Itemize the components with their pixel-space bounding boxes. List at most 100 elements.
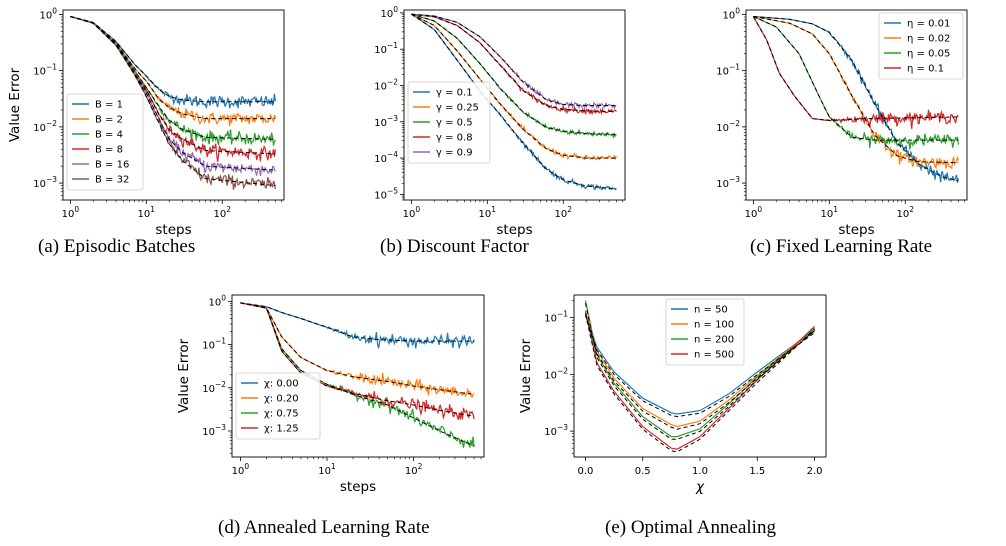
legend-label-c-3: η = 0.1 [907, 64, 944, 75]
series-line-e-2 [584, 300, 815, 438]
legend-label-a-1: B = 2 [95, 115, 123, 126]
x-axis-label-d: steps [340, 479, 376, 495]
legend-box-a [66, 93, 144, 191]
theory-line-d-1 [240, 302, 475, 395]
legend-a: B = 1 B = 2 B = 4 B = 8 B = 16 B = 32 [66, 93, 144, 191]
series-line-d-0 [240, 302, 475, 349]
y-tick-label-c-3: 100 [722, 6, 740, 21]
theory-line-b-3 [411, 13, 617, 113]
legend-label-a-4: B = 16 [95, 160, 129, 171]
y-tick-label-a-3: 100 [39, 6, 57, 21]
caption-a: (a) Episodic Batches [38, 236, 196, 257]
y-tick-label-d-0: 10−3 [202, 423, 226, 438]
chart-a: 100 101 102 10−3 10−2 10−1 100 steps Value Error… [7, 6, 285, 238]
x-tick-label-a-2: 102 [214, 205, 232, 220]
legend-label-d-2: χ: 0.75 [264, 409, 299, 420]
theory-line-a-2 [70, 16, 276, 140]
theory-line-d-0 [240, 302, 475, 342]
axes-frame-b [403, 9, 626, 201]
x-tick-label-a-1: 101 [138, 205, 156, 220]
x-tick-label-c-2: 102 [897, 205, 915, 220]
legend-b: γ = 0.1 γ = 0.25 γ = 0.5 γ = 0.8 γ = 0.9 [407, 81, 491, 164]
legend-box-d [235, 372, 321, 440]
y-tick-label-b-0: 10−5 [374, 186, 398, 201]
theory-line-b-2 [411, 13, 617, 135]
x-tick-label-e-0: 0.0 [578, 466, 594, 477]
x-axis-label-e: χ [695, 479, 705, 495]
axes-frame-d [231, 294, 485, 458]
y-tick-label-c-1: 10−2 [716, 119, 740, 134]
theory-line-a-4 [70, 16, 276, 171]
plot-area-e [584, 300, 815, 453]
legend-label-a-5: B = 32 [95, 175, 129, 186]
y-axis-label-e: Value Error [518, 338, 534, 413]
chart-e: 0.0 0.5 1.0 1.5 2.0 10−3 10−2 10−1 χ Value Error n… [518, 294, 827, 495]
legend-label-d-0: χ: 0.00 [264, 379, 299, 390]
x-axis-label-a: steps [155, 222, 191, 238]
legend-label-d-3: χ: 1.25 [264, 424, 299, 435]
x-tick-label-e-3: 1.5 [749, 466, 765, 477]
legend-label-b-2: γ = 0.5 [436, 118, 473, 129]
theory-line-a-0 [70, 16, 276, 103]
y-axis-label-d: Value Error [176, 338, 192, 413]
legend-c: η = 0.01 η = 0.02 η = 0.05 η = 0.1 [878, 12, 964, 80]
theory-line-a-3 [70, 16, 276, 155]
theory-line-c-1 [753, 15, 959, 164]
x-tick-label-e-2: 1.0 [692, 466, 708, 477]
y-tick-label-b-3: 10−2 [374, 77, 398, 92]
legend-box-b [407, 81, 491, 164]
legend-box-e [665, 298, 745, 366]
legend-label-b-0: γ = 0.1 [436, 88, 473, 99]
legend-label-b-4: γ = 0.9 [436, 148, 473, 159]
legend-label-c-2: η = 0.05 [907, 49, 950, 60]
plot-area-a [70, 15, 276, 190]
axes-frame-a [62, 9, 285, 201]
axes-frame-c [745, 9, 968, 201]
x-tick-label-b-1: 101 [479, 205, 497, 220]
legend-label-e-3: n = 500 [694, 350, 734, 361]
caption-e: (e) Optimal Annealing [605, 517, 776, 538]
theory-line-d-2 [240, 302, 475, 447]
y-tick-label-d-3: 100 [208, 293, 226, 308]
series-line-b-0 [411, 13, 617, 191]
x-tick-label-e-4: 2.0 [807, 466, 823, 477]
y-tick-label-c-0: 10−3 [716, 175, 740, 190]
series-line-c-0 [753, 15, 959, 183]
x-tick-label-c-1: 101 [821, 205, 839, 220]
legend-box-c [878, 12, 964, 80]
plot-area-b [411, 13, 617, 191]
series-line-c-1 [753, 15, 959, 170]
x-tick-label-d-1: 101 [318, 462, 336, 477]
legend-label-b-1: γ = 0.25 [436, 103, 479, 114]
y-axis-label-a: Value Error [7, 67, 23, 142]
x-tick-label-c-0: 100 [745, 205, 763, 220]
legend-label-c-1: η = 0.02 [907, 34, 950, 45]
legend-label-a-2: B = 4 [95, 130, 123, 141]
plot-area-c [752, 15, 959, 183]
y-tick-label-b-4: 10−1 [374, 41, 398, 56]
x-axis-label-c: steps [838, 222, 874, 238]
theory-line-b-0 [411, 13, 617, 190]
legend-e: n = 50 n = 100 n = 200 n = 500 [665, 298, 745, 366]
legend-label-e-2: n = 200 [694, 335, 734, 346]
x-axis-label-b: steps [496, 222, 532, 238]
theory-line-b-4 [411, 13, 617, 107]
y-tick-label-a-2: 10−1 [33, 63, 57, 78]
theory-line-c-0 [753, 15, 959, 182]
legend-label-b-3: γ = 0.8 [436, 133, 473, 144]
theory-line-b-1 [411, 13, 617, 159]
x-tick-label-d-2: 102 [405, 462, 423, 477]
theory-line-c-2 [753, 16, 959, 141]
theory-line-e-2 [584, 302, 815, 440]
x-tick-label-a-0: 100 [62, 205, 80, 220]
y-tick-label-b-1: 10−4 [374, 150, 398, 165]
x-tick-label-d-0: 100 [232, 462, 250, 477]
series-line-e-0 [584, 312, 815, 415]
x-tick-label-b-0: 100 [403, 205, 421, 220]
theory-line-d-3 [240, 302, 475, 417]
y-tick-label-d-2: 10−1 [202, 337, 226, 352]
y-tick-label-c-2: 10−1 [716, 63, 740, 78]
theory-line-e-1 [584, 313, 815, 430]
